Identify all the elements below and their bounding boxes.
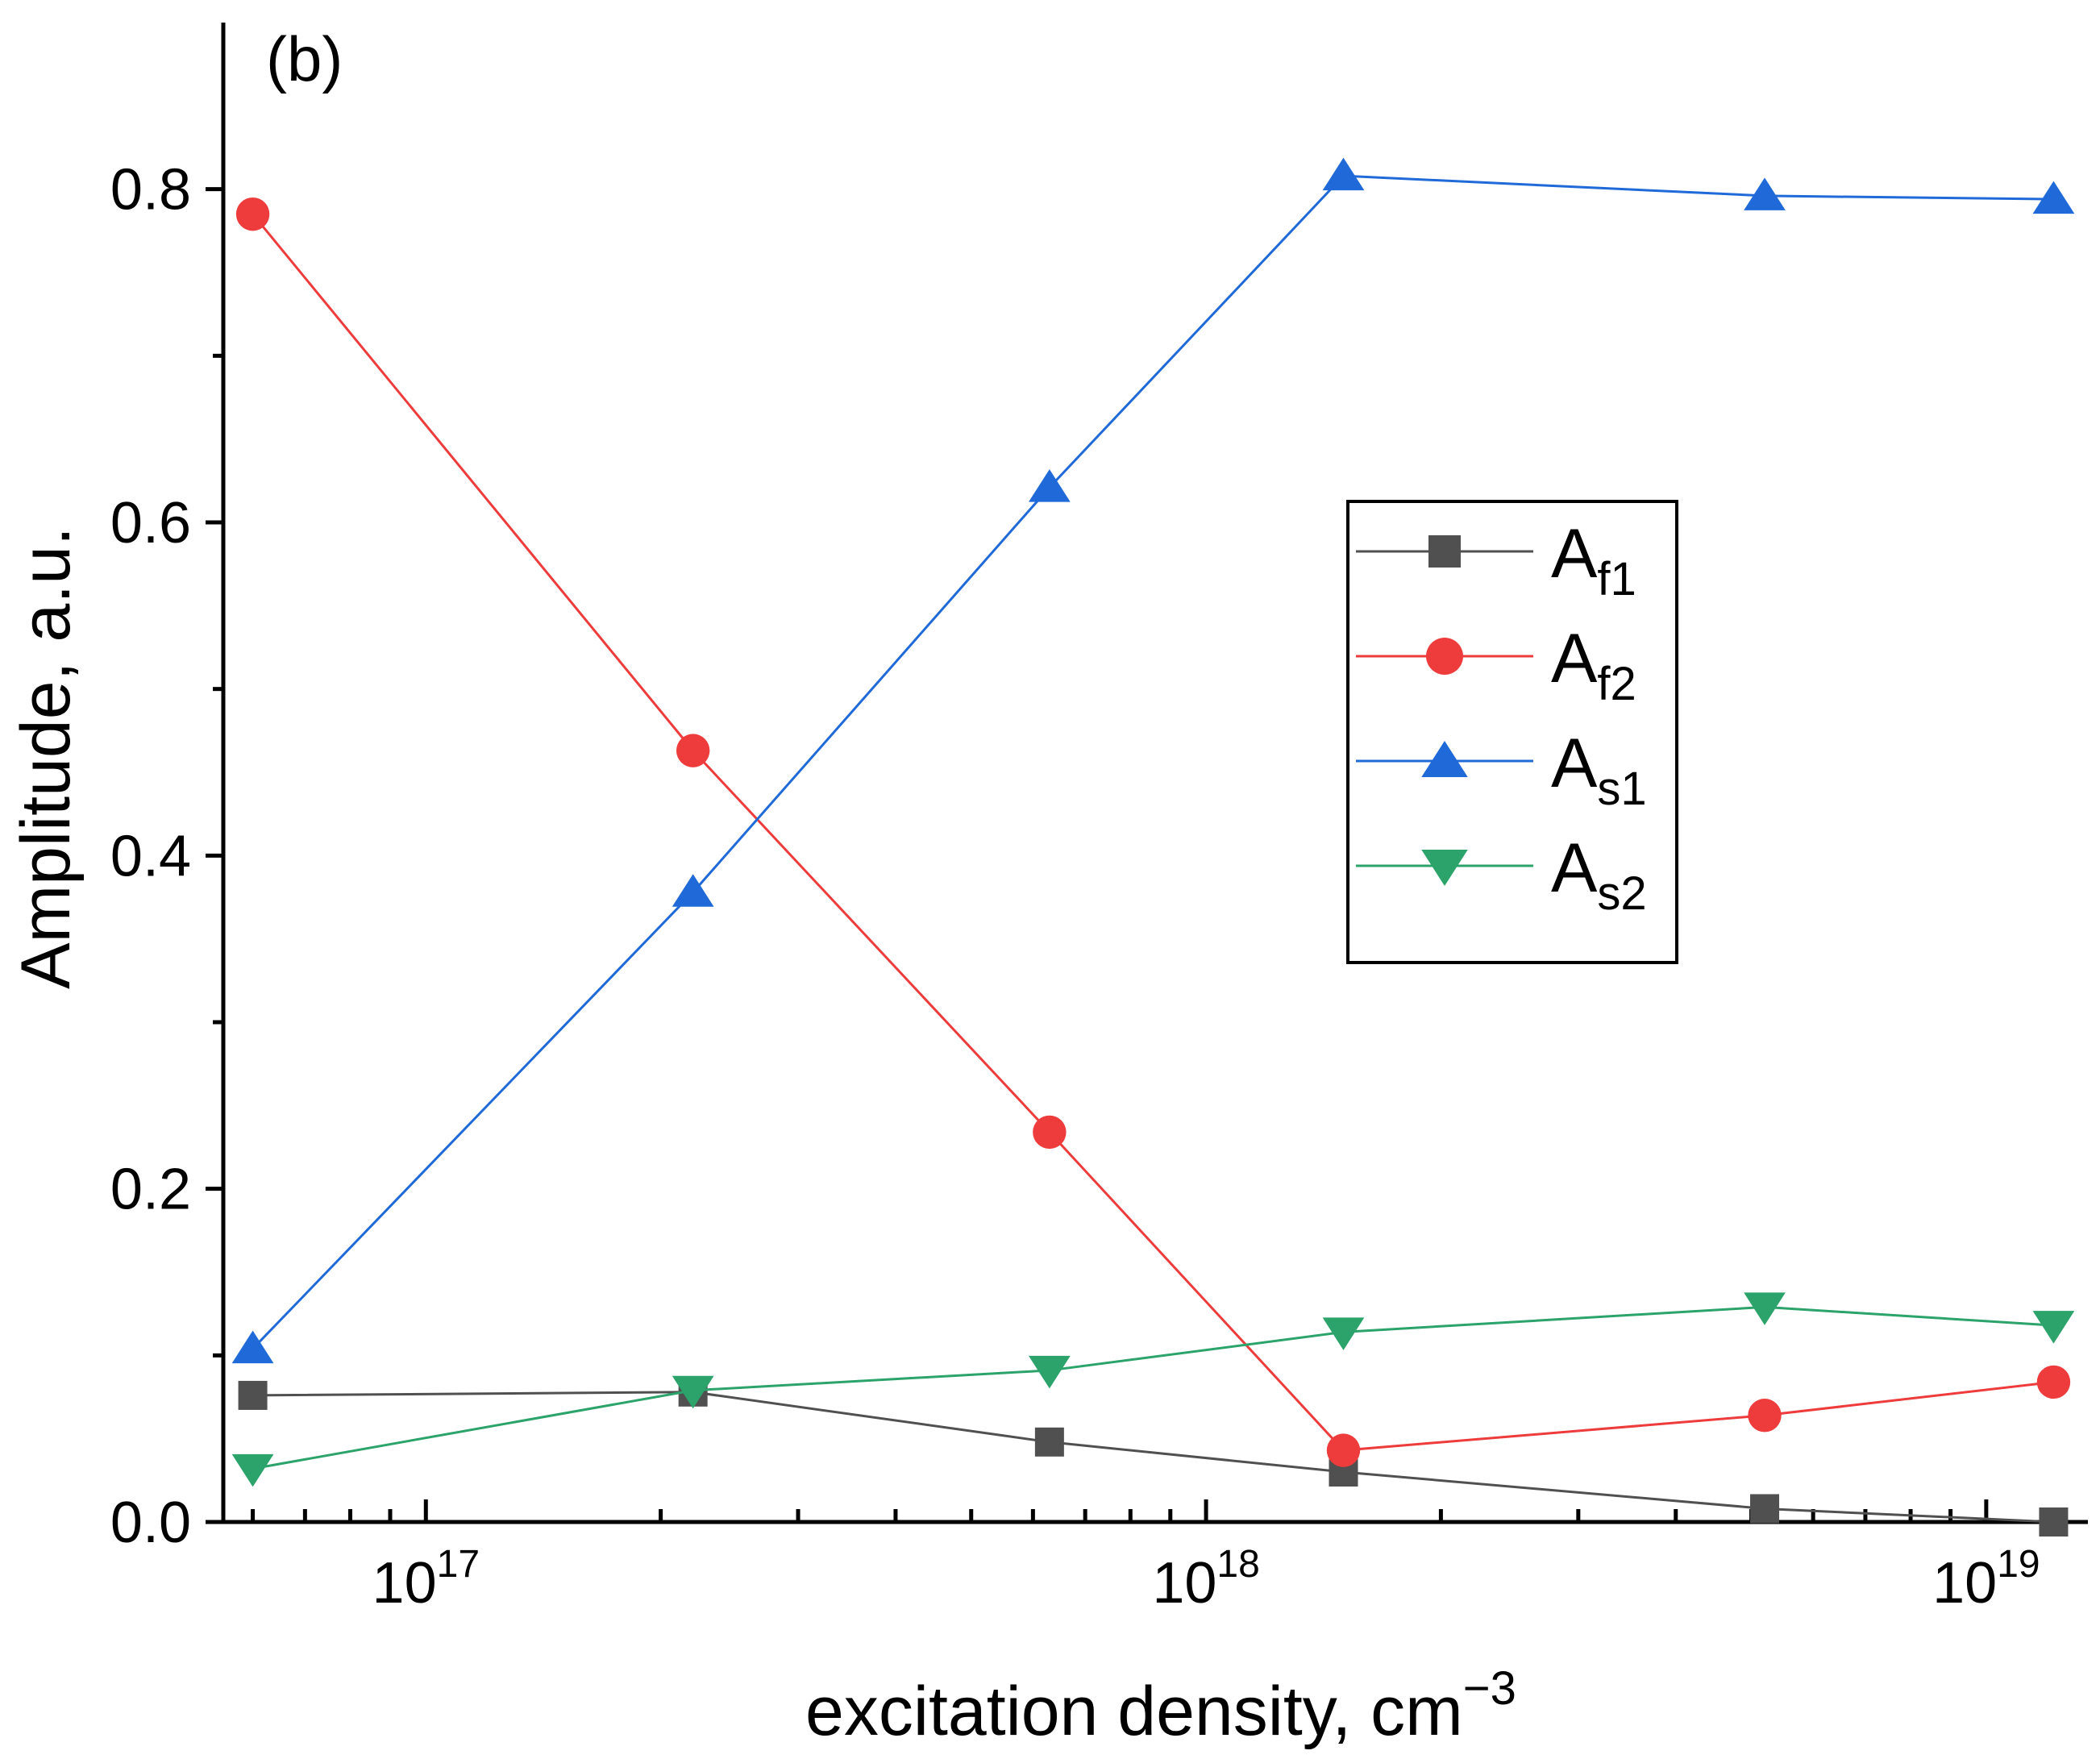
legend-label-main: A [1551,725,1598,802]
data-point-f2 [676,734,710,767]
data-point-s2 [1744,1292,1786,1325]
y-tick-label: 0.2 [110,1158,191,1222]
data-point-f2 [2036,1365,2071,1399]
data-point-s1 [231,1330,274,1364]
legend-marker [1421,850,1468,886]
x-tick-exponent: 18 [1216,1543,1259,1586]
series-line-s2 [252,1305,2054,1470]
x-axis-title-text: excitation density, cm [805,1673,1463,1750]
data-point-f1 [238,1380,268,1410]
legend-label-sub: s2 [1597,867,1646,920]
x-axis-title: excitation density, cm−3 [805,1662,1516,1750]
legend-marker [1426,638,1463,675]
data-point-s1 [1744,177,1786,210]
data-point-f2 [1033,1115,1067,1150]
series-s1 [231,157,2075,1364]
legend-label: As1 [1551,725,1647,815]
legend-label: As2 [1551,830,1647,920]
x-tick-label: 1019 [1932,1543,2040,1616]
x-tick-base: 10 [1152,1551,1216,1616]
legend-item-s2: As2 [1356,830,1647,920]
series-line-f2 [252,213,2054,1452]
legend-marker [1428,535,1461,568]
legend-label-sub: s1 [1597,763,1646,815]
y-axis-title: Amplitude, a.u. [7,526,85,989]
data-point-f2 [1748,1399,1782,1433]
x-tick-exponent: 17 [437,1543,480,1586]
data-point-s1 [2032,181,2075,214]
y-tick-label: 0.0 [110,1491,191,1555]
legend-label-main: A [1551,830,1598,907]
legend-box [1346,500,1678,964]
legend-label: Af1 [1551,515,1636,605]
y-tick-label: 0.8 [110,158,191,222]
x-tick-base: 10 [1932,1551,1997,1616]
series-f1 [238,1377,2069,1537]
series-s2 [231,1292,2075,1487]
data-point-s2 [1028,1355,1071,1389]
legend-marker [1421,741,1468,777]
x-tick-exponent: 19 [1997,1543,2040,1586]
legend-label: Af2 [1551,620,1636,710]
data-point-s2 [1322,1317,1365,1350]
x-tick-base: 10 [372,1551,437,1616]
y-tick-label: 0.6 [110,491,191,555]
data-point-f1 [1750,1494,1780,1524]
data-point-s1 [1322,157,1365,191]
series-f2 [235,197,2071,1467]
x-tick-label: 1017 [372,1543,480,1616]
legend-label-sub: f2 [1597,658,1636,710]
y-tick-label: 0.4 [110,824,191,888]
legend-item-f1: Af1 [1356,515,1636,605]
series-layer [231,157,2075,1537]
x-axis-title-exponent: −3 [1463,1662,1516,1715]
legend-label-main: A [1551,620,1598,697]
data-point-f2 [1326,1433,1361,1467]
panel-label: (b) [266,23,343,94]
legend-label-sub: f1 [1597,553,1636,605]
legend-item-f2: Af2 [1356,620,1636,710]
data-point-s1 [672,874,714,907]
data-point-f1 [1034,1427,1064,1457]
data-point-s2 [672,1375,714,1409]
data-point-f2 [235,197,270,231]
data-point-s1 [1028,469,1071,502]
data-point-s2 [231,1453,274,1487]
x-tick-label: 1018 [1152,1543,1259,1616]
legend-item-s1: As1 [1356,725,1647,815]
legend-label-main: A [1551,515,1598,593]
series-line-f1 [252,1391,2054,1524]
series-line-s1 [252,174,2054,1350]
data-point-f1 [2039,1507,2069,1537]
data-point-s2 [2032,1311,2075,1344]
